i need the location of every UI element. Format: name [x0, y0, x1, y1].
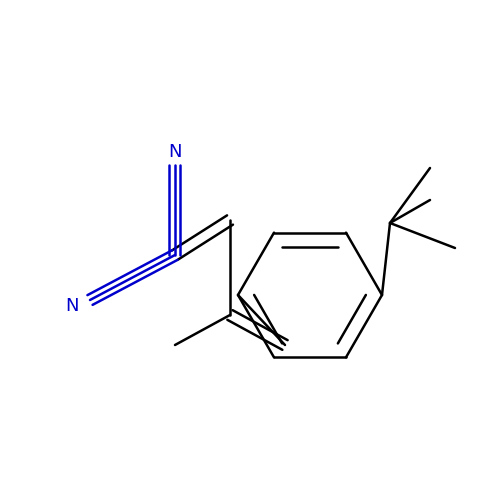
Text: N: N	[65, 297, 79, 315]
Text: N: N	[168, 143, 182, 161]
